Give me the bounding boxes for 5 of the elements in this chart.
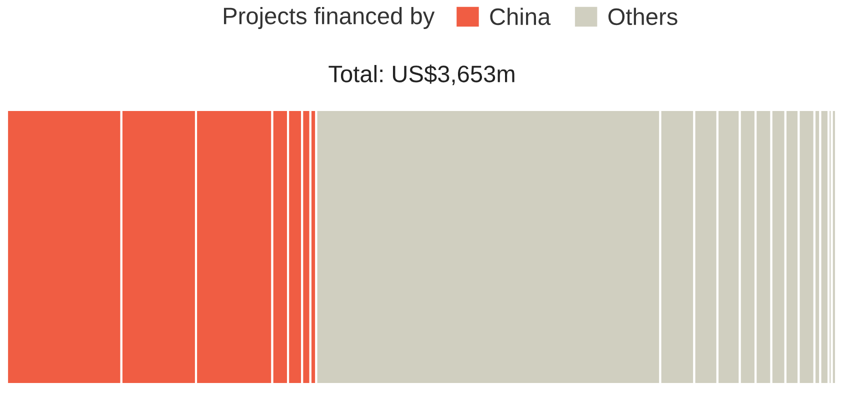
bar — [830, 110, 836, 384]
legend-title: Projects financed by — [224, 6, 435, 30]
chart-subtitle: Total: US$3,653m — [328, 64, 514, 86]
legend-label: China — [490, 8, 551, 26]
legend-label: Others — [608, 8, 678, 26]
